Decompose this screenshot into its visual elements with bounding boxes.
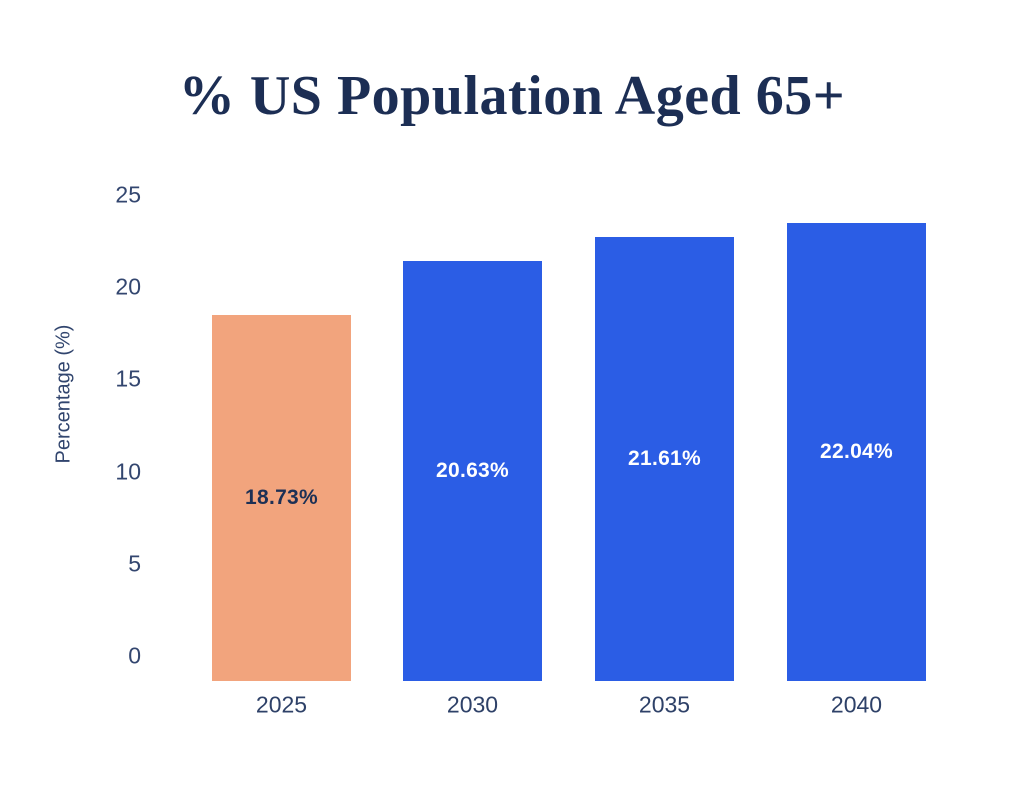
- bar-value-label-2040: 22.04%: [819, 440, 894, 463]
- x-tick-label-2040: 2040: [830, 691, 883, 718]
- x-tick-label-2030: 2030: [446, 691, 499, 718]
- bar-value-label-2030: 20.63%: [435, 459, 510, 482]
- bar-value-label-2025: 18.73%: [244, 486, 319, 509]
- bar-value-label-2035: 21.61%: [627, 447, 702, 470]
- bar-2035: 21.61%: [595, 237, 734, 681]
- y-axis-ticks: 25 20 15 10 5 0: [0, 0, 141, 792]
- bar-2040: 22.04%: [787, 223, 926, 681]
- bar-2030: 20.63%: [403, 261, 542, 681]
- y-tick-label-5: 5: [128, 550, 141, 577]
- chart-title: % US Population Aged 65+: [178, 65, 846, 127]
- y-tick-label-25: 25: [115, 181, 141, 208]
- bar-2025: 18.73%: [212, 315, 351, 681]
- y-tick-label-0: 0: [128, 642, 141, 669]
- x-tick-label-2025: 2025: [255, 691, 308, 718]
- y-tick-label-20: 20: [115, 273, 141, 300]
- y-tick-label-10: 10: [115, 458, 141, 485]
- x-tick-label-2035: 2035: [638, 691, 691, 718]
- y-tick-label-15: 15: [115, 365, 141, 392]
